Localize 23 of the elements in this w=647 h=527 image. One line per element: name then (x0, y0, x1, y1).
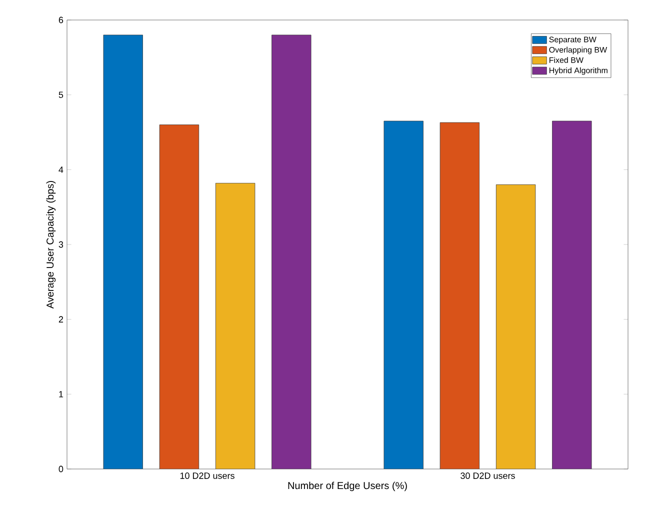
bar (384, 120, 424, 469)
bar (272, 34, 312, 469)
legend-label: Fixed BW (550, 57, 584, 63)
legend-label: Overlapping BW (549, 46, 608, 54)
x-tick-label: 10 D2D users (180, 472, 234, 479)
y-tick-label: 2 (58, 316, 64, 322)
bar (496, 184, 536, 469)
legend-label: Hybrid Algorithm (550, 67, 608, 75)
x-tick-label: 30 D2D users (460, 472, 515, 479)
y-tick-label: 3 (58, 241, 64, 248)
y-tick-label: 0 (58, 466, 64, 472)
bar (552, 120, 592, 469)
y-tick-label: 6 (58, 16, 64, 24)
legend-label: Separate BW (549, 36, 596, 44)
bar (215, 182, 256, 469)
bar (159, 124, 200, 469)
y-tick-label: 1 (59, 391, 64, 398)
x-axis-title: Number of Edge Users (%) (288, 482, 407, 492)
bar (440, 122, 480, 469)
y-axis-title: Average User Capacity (bps) (46, 181, 56, 309)
y-tick-label: 5 (58, 92, 64, 98)
y-tick-label: 4 (58, 166, 64, 173)
bar (103, 34, 143, 469)
